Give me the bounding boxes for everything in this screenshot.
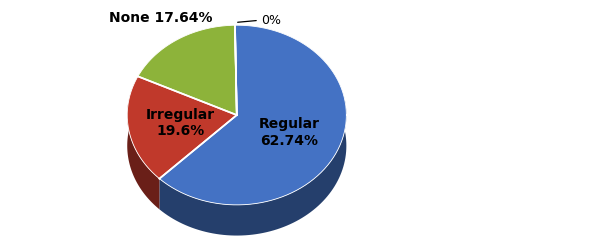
Text: Regular
62.74%: Regular 62.74% (259, 117, 320, 148)
Polygon shape (127, 76, 237, 179)
Text: Irregular
19.6%: Irregular 19.6% (146, 108, 215, 138)
Polygon shape (127, 100, 159, 209)
Polygon shape (235, 25, 237, 115)
Polygon shape (159, 25, 346, 205)
Polygon shape (138, 25, 237, 115)
Text: None 17.64%: None 17.64% (109, 11, 213, 25)
Polygon shape (159, 101, 346, 236)
Text: 0%: 0% (261, 14, 281, 27)
